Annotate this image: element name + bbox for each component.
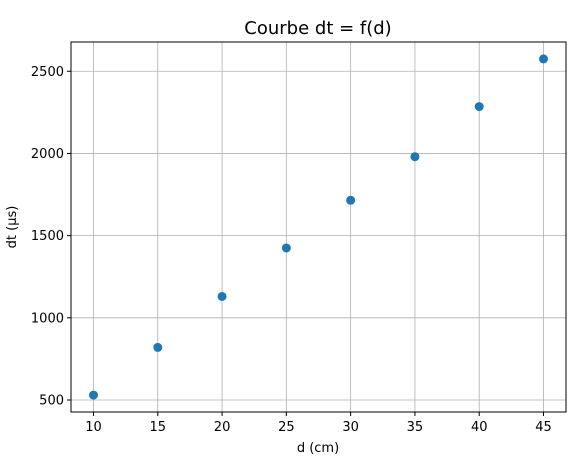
data-point: [539, 54, 548, 64]
data-point: [217, 291, 227, 301]
data-point: [281, 243, 291, 253]
x-tick-label: 45: [535, 420, 552, 435]
y-tick-label: 1500: [31, 229, 64, 244]
data-point: [153, 342, 163, 352]
x-tick-label: 10: [85, 420, 102, 435]
x-tick-label: 30: [342, 420, 359, 435]
plot-frame: [70, 41, 567, 413]
y-tick-label: 2500: [31, 65, 64, 80]
y-tick-label: 500: [39, 394, 64, 409]
x-tick-label: 35: [407, 420, 424, 435]
y-tick-label: 2000: [31, 147, 64, 162]
x-axis-label: d (cm): [297, 441, 339, 456]
data-point: [410, 152, 420, 162]
data-point: [346, 195, 356, 205]
grid-lines: [71, 42, 566, 412]
data-point: [474, 102, 484, 112]
x-tick-label: 15: [150, 420, 167, 435]
y-axis-label: dt (µs): [5, 206, 20, 249]
data-points: [89, 54, 548, 400]
axis-ticks: 10 15 20 25 30 35 40 45 500 1000 1500 2000 2500: [31, 65, 552, 435]
x-tick-label: 20: [214, 420, 231, 435]
y-tick-label: 1000: [31, 311, 64, 326]
chart-title: Courbe dt = f(d): [244, 18, 391, 39]
data-point: [89, 390, 98, 400]
x-tick-label: 40: [471, 420, 488, 435]
x-tick-label: 25: [278, 420, 295, 435]
